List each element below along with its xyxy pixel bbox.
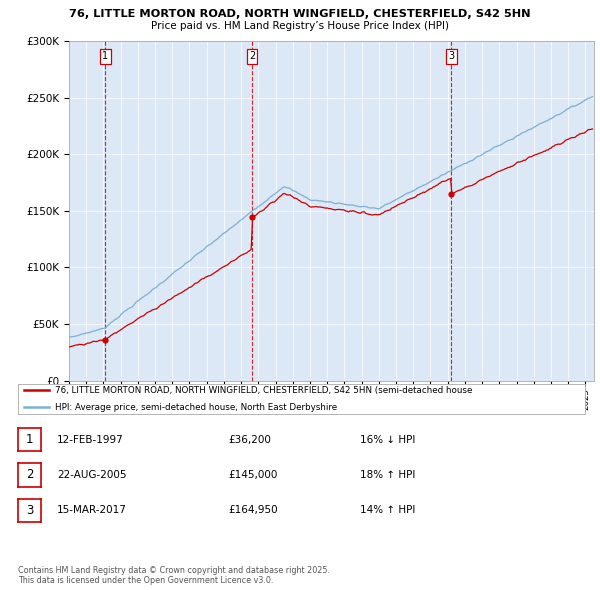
Text: 18% ↑ HPI: 18% ↑ HPI [360, 470, 415, 480]
Text: 3: 3 [448, 51, 454, 61]
Text: £145,000: £145,000 [228, 470, 277, 480]
Text: 16% ↓ HPI: 16% ↓ HPI [360, 435, 415, 444]
Text: Contains HM Land Registry data © Crown copyright and database right 2025.
This d: Contains HM Land Registry data © Crown c… [18, 566, 330, 585]
Text: 2: 2 [249, 51, 255, 61]
Text: 22-AUG-2005: 22-AUG-2005 [57, 470, 127, 480]
Text: 12-FEB-1997: 12-FEB-1997 [57, 435, 124, 444]
Text: £36,200: £36,200 [228, 435, 271, 444]
Text: 3: 3 [26, 504, 33, 517]
Text: £164,950: £164,950 [228, 506, 278, 515]
Text: 1: 1 [103, 51, 109, 61]
Text: 14% ↑ HPI: 14% ↑ HPI [360, 506, 415, 515]
Text: 1: 1 [26, 433, 33, 446]
Text: Price paid vs. HM Land Registry’s House Price Index (HPI): Price paid vs. HM Land Registry’s House … [151, 21, 449, 31]
Text: 15-MAR-2017: 15-MAR-2017 [57, 506, 127, 515]
Text: HPI: Average price, semi-detached house, North East Derbyshire: HPI: Average price, semi-detached house,… [55, 403, 337, 412]
Text: 76, LITTLE MORTON ROAD, NORTH WINGFIELD, CHESTERFIELD, S42 5HN: 76, LITTLE MORTON ROAD, NORTH WINGFIELD,… [69, 9, 531, 19]
Text: 76, LITTLE MORTON ROAD, NORTH WINGFIELD, CHESTERFIELD, S42 5HN (semi-detached ho: 76, LITTLE MORTON ROAD, NORTH WINGFIELD,… [55, 386, 472, 395]
Text: 2: 2 [26, 468, 33, 481]
